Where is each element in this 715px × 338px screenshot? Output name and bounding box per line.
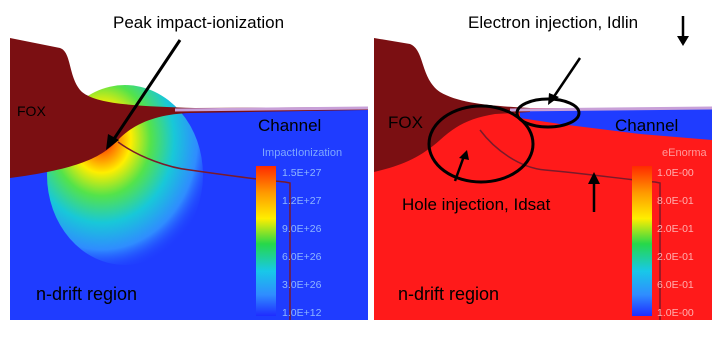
left-fox-oxide [10, 38, 368, 178]
electron-down-arrowhead [677, 36, 689, 46]
electron-injection-circle [515, 97, 581, 129]
right-legend-title: eEnorma [662, 147, 708, 159]
right-panel [374, 38, 712, 320]
left-fox-label: FOX [17, 103, 46, 119]
left-legend-tick: 1.5E+27 [282, 167, 322, 179]
left-legend-tick: 9.0E+26 [282, 223, 322, 235]
right-legend-tick: 2.0E-01 [657, 223, 694, 235]
left-legend-tick: 1.0E+12 [282, 307, 322, 319]
right-surface-line [509, 106, 712, 112]
electron-pointer-arrowhead [548, 93, 559, 105]
left-region-label: n-drift region [36, 284, 137, 304]
hole-injection-circle [427, 104, 535, 184]
right-legend-tick: 8.0E-01 [657, 195, 694, 207]
right-channel-label: Channel [615, 116, 678, 135]
left-legend-tick: 6.0E+26 [282, 251, 322, 263]
hole-injection-label: Hole injection, Idsat [402, 195, 551, 214]
right-fox-oxide [374, 38, 530, 172]
right-legend-tick: 1.0E-00 [657, 307, 694, 319]
left-panel [10, 38, 368, 320]
left-peak-pointer-arrowhead [106, 134, 119, 150]
hole-pointer-line [453, 155, 466, 182]
left-legend-title: ImpactIonization [262, 147, 342, 159]
right-legend-tick: 2.0E-01 [657, 251, 694, 263]
right-substrate-region [374, 108, 712, 320]
hole-up-arrowhead [588, 172, 600, 184]
right-legend-colorbar [632, 166, 652, 316]
left-legend-colorbar [256, 166, 276, 316]
right-region-label: n-drift region [398, 284, 499, 304]
electron-injection-label: Electron injection, Idlin [468, 13, 638, 32]
right-fox-label: FOX [388, 113, 423, 132]
left-peak-pointer-arrow [110, 39, 182, 143]
right-channel-strip [520, 108, 712, 140]
left-legend-tick: 3.0E+26 [282, 279, 322, 291]
electron-pointer-line [551, 57, 582, 99]
left-title-label: Peak impact-ionization [113, 13, 284, 32]
hole-pointer-arrowhead [459, 150, 469, 160]
left-surface-line [174, 106, 368, 112]
right-legend-tick: 6.0E-01 [657, 279, 694, 291]
left-channel-label: Channel [258, 116, 321, 135]
right-legend-ticks: 1.0E-00 8.0E-01 2.0E-01 2.0E-01 6.0E-01 … [657, 167, 694, 319]
left-legend-ticks: 1.5E+27 1.2E+27 9.0E+26 6.0E+26 3.0E+26 … [282, 167, 322, 319]
left-legend-tick: 1.2E+27 [282, 195, 322, 207]
right-legend-tick: 1.0E-00 [657, 167, 694, 179]
